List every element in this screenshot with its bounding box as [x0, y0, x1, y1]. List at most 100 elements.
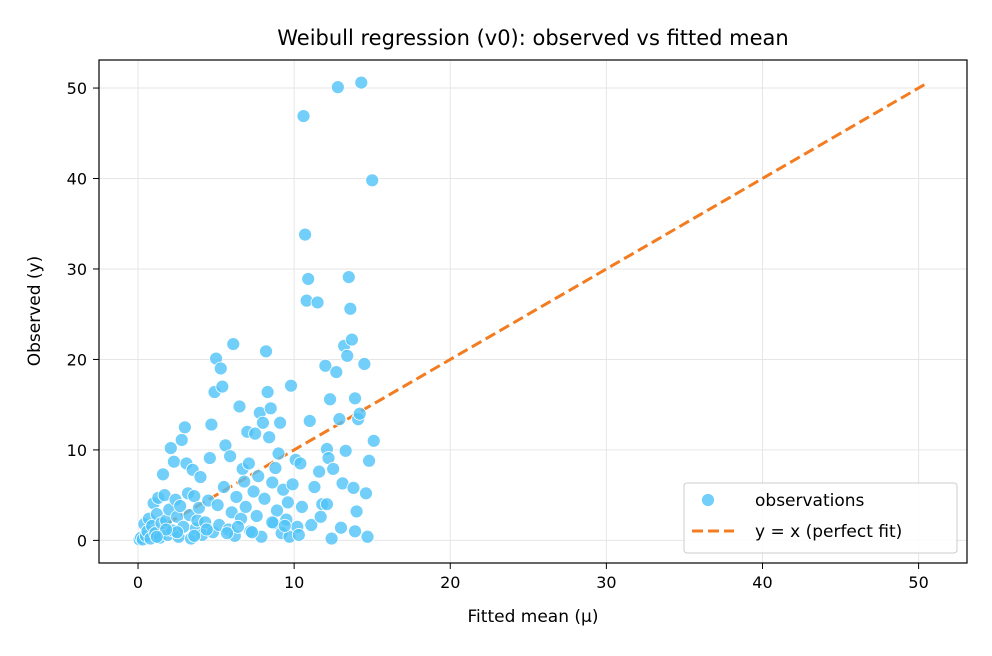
data-point	[223, 449, 238, 464]
x-tick-label: 40	[752, 573, 772, 592]
data-point	[268, 461, 283, 475]
data-point	[215, 379, 230, 394]
data-point	[354, 75, 369, 90]
data-point	[330, 80, 345, 95]
x-tick-label: 0	[133, 573, 143, 592]
data-point	[216, 480, 231, 494]
data-point	[348, 391, 362, 406]
data-point	[248, 426, 263, 441]
data-point	[323, 392, 337, 407]
data-point	[365, 173, 380, 188]
y-tick-label: 10	[67, 441, 87, 460]
data-point	[348, 524, 362, 539]
legend-label-fit-line: y = x (perfect fit)	[755, 522, 902, 542]
data-point	[156, 467, 170, 482]
data-point	[249, 509, 264, 523]
data-point	[241, 456, 256, 471]
data-point	[277, 519, 292, 533]
data-point	[329, 365, 344, 380]
data-point	[296, 109, 311, 123]
legend: observations y = x (perfect fit)	[683, 482, 958, 554]
data-point	[345, 332, 359, 347]
points-layer	[132, 75, 381, 547]
data-point	[262, 430, 277, 445]
data-point	[229, 490, 244, 504]
data-point	[204, 417, 219, 432]
chart-title: Weibull regression (v0): observed vs fit…	[277, 26, 789, 50]
data-point	[295, 500, 309, 514]
data-point	[360, 529, 375, 544]
x-axis-ticks: 0 10 20 30 40 50	[133, 563, 929, 592]
data-point	[192, 500, 206, 515]
data-point	[338, 443, 353, 458]
data-point	[174, 433, 189, 447]
data-point	[238, 500, 253, 514]
y-tick-label: 30	[67, 260, 87, 279]
legend-box	[683, 482, 958, 554]
data-point	[202, 451, 217, 465]
data-point	[177, 420, 192, 435]
data-point	[307, 480, 322, 494]
data-point	[359, 486, 373, 501]
plot-frame	[98, 59, 968, 564]
data-point	[159, 522, 174, 537]
y-tick-label: 40	[67, 170, 87, 189]
data-point	[304, 518, 319, 532]
data-point	[334, 520, 348, 535]
data-point	[232, 399, 247, 414]
data-point	[320, 497, 334, 512]
data-point	[265, 515, 280, 530]
x-tick-label: 50	[908, 573, 928, 592]
data-point	[313, 509, 328, 524]
data-point	[263, 401, 278, 416]
data-point	[324, 531, 339, 546]
data-point	[193, 470, 208, 484]
legend-marker-observations	[701, 493, 715, 507]
data-point	[187, 489, 202, 503]
data-point	[285, 477, 300, 492]
data-point	[298, 227, 312, 242]
data-point	[251, 469, 266, 484]
y-axis-label: Observed (y)	[25, 256, 45, 367]
data-point	[260, 385, 275, 399]
data-point	[341, 270, 356, 285]
data-point	[343, 301, 358, 316]
x-tick-label: 10	[284, 573, 304, 592]
data-point	[280, 495, 295, 510]
data-point	[326, 462, 341, 476]
data-point	[318, 358, 333, 373]
data-point	[199, 522, 214, 537]
data-point	[226, 337, 241, 351]
data-point	[346, 481, 361, 495]
data-point	[291, 528, 306, 542]
y-tick-label: 20	[67, 350, 87, 369]
data-point	[265, 475, 280, 490]
data-point	[271, 446, 286, 461]
data-point	[220, 526, 234, 541]
data-point	[231, 519, 245, 534]
y-axis-ticks: 0 10 20 30 40 50	[67, 79, 99, 550]
data-point	[366, 433, 381, 448]
data-point	[362, 453, 376, 468]
x-tick-label: 20	[440, 573, 460, 592]
data-point	[284, 378, 298, 393]
data-point	[352, 406, 367, 421]
x-axis-label: Fitted mean (μ)	[468, 607, 599, 627]
data-point	[332, 412, 347, 427]
data-point	[270, 503, 284, 518]
data-point	[302, 414, 317, 428]
data-point	[256, 415, 270, 430]
data-point	[259, 344, 273, 359]
data-point	[273, 415, 287, 430]
data-point	[149, 529, 164, 544]
data-point	[245, 525, 259, 540]
data-point	[312, 464, 327, 479]
y-tick-label: 0	[77, 531, 87, 550]
data-point	[237, 474, 252, 489]
data-point	[340, 348, 355, 363]
legend-label-observations: observations	[755, 491, 865, 511]
data-point	[210, 498, 225, 513]
data-point	[257, 491, 272, 506]
data-point	[167, 454, 181, 469]
